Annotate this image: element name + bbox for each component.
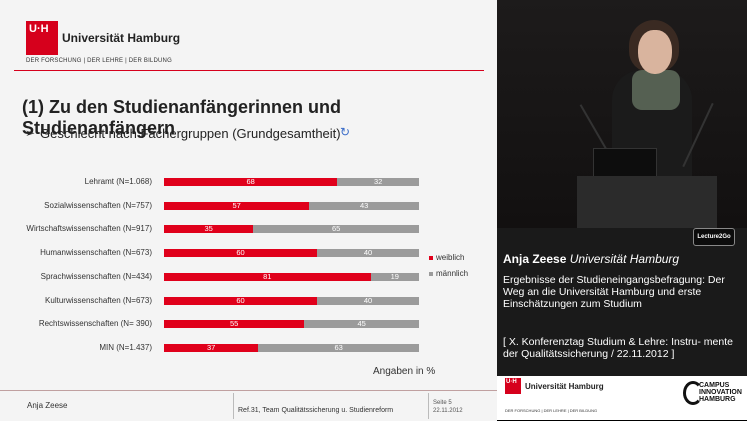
refresh-icon: ↻ xyxy=(340,125,351,139)
category-label: Wirtschaftswissenschaften (N=917) xyxy=(26,224,152,234)
speaker-affiliation: Universität Hamburg xyxy=(569,252,680,266)
value-label-weiblich: 55 xyxy=(229,319,239,329)
value-label-maennlich: 65 xyxy=(331,224,341,234)
value-label-maennlich: 32 xyxy=(374,177,383,186)
bar-maennlich xyxy=(370,272,419,281)
footer-date: 22.11.2012 xyxy=(433,408,463,414)
logo-strip: U·H Universität Hamburg DER FORSCHUNG | … xyxy=(497,376,747,420)
uhh-logo-small-mark: U·H xyxy=(505,378,521,394)
stacked-bar-chart: Lehramt (N=1.068) 68 32 Sozialwissenschafte… xyxy=(0,160,497,390)
value-label-maennlich: 19 xyxy=(390,271,399,281)
legend-swatch xyxy=(429,271,433,276)
bar-maennlich xyxy=(309,201,419,210)
category-label: Kulturwissenschaften (N=673) xyxy=(45,295,152,305)
legend-label: weiblich xyxy=(436,253,465,262)
bar-weiblich xyxy=(164,249,317,258)
value-label-weiblich: 57 xyxy=(232,200,241,210)
uhh-logo-mark: U·H xyxy=(26,21,58,55)
slide-title: (1) Zu den Studienanfängerinnen und Stud… xyxy=(22,97,341,138)
campus-logo-mark xyxy=(683,381,703,405)
bar-maennlich xyxy=(317,249,419,258)
bar-weiblich xyxy=(164,296,317,305)
university-logo: U·H Universität Hamburg xyxy=(26,21,180,55)
lecture2go-badge: Lecture2Go xyxy=(693,228,735,246)
value-label-weiblich: 68 xyxy=(246,177,255,186)
footer-author: Anja Zeese xyxy=(27,401,68,410)
lecture-info-panel: Anja Zeese Universität Hamburg Ergebniss… xyxy=(497,228,747,376)
campus-logo-text: CAMPUS INNOVATION HAMBURG xyxy=(699,382,742,403)
slide-footer: Anja Zeese Ref.31, Team Qualitätssicheru… xyxy=(0,390,497,421)
value-label-weiblich: 37 xyxy=(207,342,216,352)
value-label-maennlich: 40 xyxy=(363,295,373,305)
category-label: Rechtswissenschaften (N= 390) xyxy=(38,319,152,329)
bar-maennlich xyxy=(304,320,419,329)
value-label-maennlich: 63 xyxy=(334,342,343,352)
value-label-weiblich: 35 xyxy=(204,224,213,234)
university-tagline: DER FORSCHUNG | DER LEHRE | DER BILDUNG xyxy=(26,58,172,64)
uhh-logo-small-tagline: DER FORSCHUNG | DER LEHRE | DER BILDUNG xyxy=(505,408,598,413)
footer-divider xyxy=(233,393,234,419)
value-label-weiblich: 60 xyxy=(236,295,245,305)
bar-weiblich xyxy=(164,225,254,234)
value-label-weiblich: 81 xyxy=(263,271,272,281)
presentation-slide: U·H Universität Hamburg DER FORSCHUNG | … xyxy=(0,0,497,421)
value-label-maennlich: 45 xyxy=(357,319,366,329)
speaker-scarf xyxy=(632,70,680,110)
value-label-weiblich: 60 xyxy=(236,248,245,258)
slide-subtitle: Geschlecht nach Fächergruppen (Grundgesa… xyxy=(40,126,341,141)
conference-info: [ X. Konferenztag Studium & Lehre: Instr… xyxy=(503,336,733,360)
category-label: MIN (N=1.437) xyxy=(99,342,152,352)
legend-swatch xyxy=(429,255,433,260)
category-label: Humanwissenschaften (N=673) xyxy=(40,248,152,258)
footer-page-number: Seite 5 xyxy=(433,400,452,406)
bar-weiblich xyxy=(164,178,338,186)
header-divider xyxy=(14,70,484,71)
bar-weiblich xyxy=(164,272,371,281)
bar-weiblich xyxy=(164,201,310,210)
speaker-video xyxy=(497,0,747,228)
category-label: Lehramt (N=1.068) xyxy=(84,177,152,186)
uhh-logo-small-name: Universität Hamburg xyxy=(525,382,604,391)
speaker-head xyxy=(638,30,672,74)
bar-maennlich xyxy=(337,178,419,186)
speaker-line: Anja Zeese Universität Hamburg xyxy=(503,252,679,266)
podium xyxy=(577,176,717,228)
category-label: Sozialwissenschaften (N=757) xyxy=(44,200,152,210)
category-label: Sprachwissenschaften (N=434) xyxy=(40,271,152,281)
bullet-arrow-icon: ➢ xyxy=(25,126,36,140)
speaker-name: Anja Zeese xyxy=(503,252,567,266)
legend-item: weiblich xyxy=(429,253,464,262)
talk-title: Ergebnisse der Studieneingangsbefragung:… xyxy=(503,274,725,310)
bar-weiblich xyxy=(164,343,259,352)
campus-innovation-logo: CAMPUS INNOVATION HAMBURG xyxy=(683,379,743,417)
footer-page: Seite 5 22.11.2012 xyxy=(433,399,463,415)
footer-reference: Ref.31, Team Qualitätssicherung u. Studi… xyxy=(238,407,394,414)
bar-maennlich xyxy=(258,343,419,352)
bar-maennlich xyxy=(253,225,419,234)
university-name: Universität Hamburg xyxy=(62,31,181,45)
units-note: Angaben in % xyxy=(373,366,436,377)
value-label-maennlich: 40 xyxy=(363,248,373,258)
footer-divider xyxy=(428,393,429,419)
bar-maennlich xyxy=(317,296,419,305)
value-label-maennlich: 43 xyxy=(359,200,369,210)
bar-weiblich xyxy=(164,320,305,329)
legend-item: männlich xyxy=(429,269,468,278)
legend-label: männlich xyxy=(436,269,469,278)
